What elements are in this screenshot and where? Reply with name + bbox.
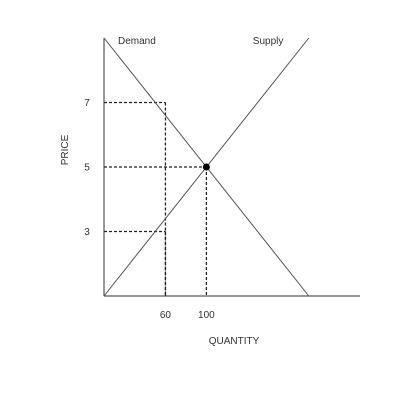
equilibrium-point	[202, 163, 210, 171]
y-tick-label-5: 5	[84, 163, 90, 174]
label-demand: Demand	[118, 36, 156, 47]
label-supply: Supply	[253, 36, 284, 47]
y-tick-label-7: 7	[84, 98, 90, 109]
y-axis-label: PRICE	[60, 134, 71, 165]
x-tick-label-60: 60	[160, 310, 172, 321]
y-tick-label-3: 3	[84, 227, 90, 238]
x-axis-label: QUANTITY	[209, 336, 260, 347]
x-tick-label-100: 100	[198, 310, 215, 321]
